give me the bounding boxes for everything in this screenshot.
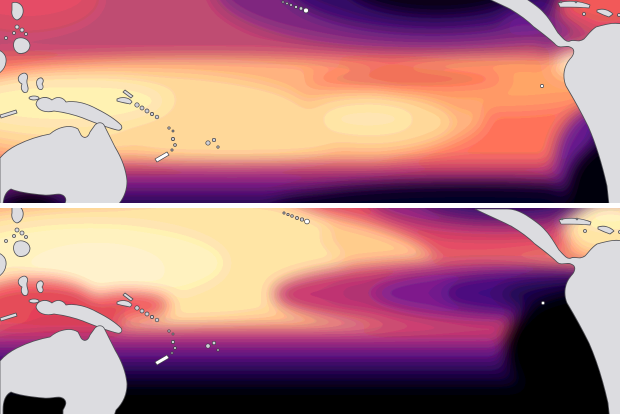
sst-map-upper <box>0 0 620 203</box>
sst-map-lower <box>0 208 620 414</box>
panel-divider <box>0 203 620 208</box>
